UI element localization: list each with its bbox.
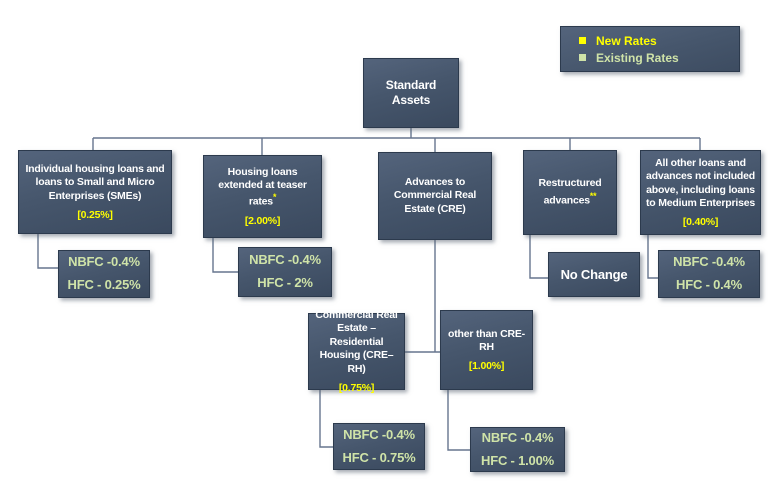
node-smes-existing-rates: NBFC -0.4% HFC - 0.25% — [58, 250, 150, 298]
node-teaser-existing-rates: NBFC -0.4% HFC - 2% — [238, 247, 332, 297]
node-other-than-cre-rh: other than CRE-RH [1.00%] — [440, 310, 533, 390]
node-restructured-footnote-star: ** — [589, 190, 597, 201]
crerh-hfc-rate: HFC - 0.75% — [342, 449, 416, 465]
legend-item-existing-rates: Existing Rates — [571, 51, 729, 65]
node-allother-title: All other loans and advances not include… — [646, 156, 755, 209]
othercre-hfc-rate: HFC - 1.00% — [481, 452, 554, 468]
legend-new-rates-label: New Rates — [596, 33, 657, 48]
node-crerh-new-rate: [0.75%] — [338, 382, 375, 395]
node-othercre-new-rate: [1.00%] — [468, 360, 505, 373]
node-teaser-new-rate: [2.00%] — [244, 215, 281, 228]
allother-nbfc-rate: NBFC -0.4% — [673, 254, 745, 270]
node-smes-new-rate: [0.25%] — [77, 209, 113, 222]
node-teaser-title: Housing loans extended at teaser rates — [218, 165, 307, 208]
node-restructured-advances: Restructured advances** — [523, 150, 617, 235]
node-all-other-loans: All other loans and advances not include… — [640, 150, 761, 235]
node-allother-new-rate: [0.40%] — [682, 216, 719, 229]
teaser-nbfc-rate: NBFC -0.4% — [249, 252, 321, 268]
teaser-hfc-rate: HFC - 2% — [257, 275, 313, 290]
node-othercre-existing-rates: NBFC -0.4% HFC - 1.00% — [470, 427, 565, 472]
node-advances-cre: Advances to Commercial Real Estate (CRE) — [378, 152, 492, 240]
node-cre-title: Advances to Commercial Real Estate (CRE) — [393, 175, 477, 215]
othercre-nbfc-rate: NBFC -0.4% — [481, 429, 554, 445]
node-cre-residential-housing: Commercial Real Estate – Residential Hou… — [308, 309, 405, 394]
node-crerh-title: Commercial Real Estate – Residential Hou… — [315, 308, 398, 375]
node-crerh-existing-rates: NBFC -0.4% HFC - 0.75% — [333, 423, 425, 470]
node-othercre-title: other than CRE-RH — [448, 327, 525, 353]
new-rates-bullet-icon — [579, 37, 586, 44]
node-standard-assets: Standard Assets — [363, 58, 459, 128]
no-change-label: No Change — [560, 267, 628, 282]
node-smes-title: Individual housing loans and loans to Sm… — [25, 162, 165, 202]
legend: New Rates Existing Rates — [560, 26, 740, 72]
existing-rates-bullet-icon — [579, 54, 586, 61]
node-standard-assets-label: Standard Assets — [385, 77, 437, 107]
smes-hfc-rate: HFC - 0.25% — [67, 277, 141, 292]
smes-nbfc-rate: NBFC -0.4% — [68, 254, 140, 270]
node-individual-housing-smes: Individual housing loans and loans to Sm… — [18, 150, 172, 234]
node-restructured-title: Restructured advances — [538, 177, 602, 207]
crerh-nbfc-rate: NBFC -0.4% — [343, 426, 415, 442]
node-no-change: No Change — [548, 252, 640, 297]
legend-item-new-rates: New Rates — [571, 34, 729, 48]
node-teaser-footnote-star: * — [272, 192, 277, 203]
allother-hfc-rate: HFC - 0.4% — [676, 277, 742, 292]
legend-existing-rates-label: Existing Rates — [596, 50, 679, 65]
node-teaser-rate-loans: Housing loans extended at teaser rates* … — [203, 155, 322, 238]
node-allother-existing-rates: NBFC -0.4% HFC - 0.4% — [658, 250, 760, 298]
